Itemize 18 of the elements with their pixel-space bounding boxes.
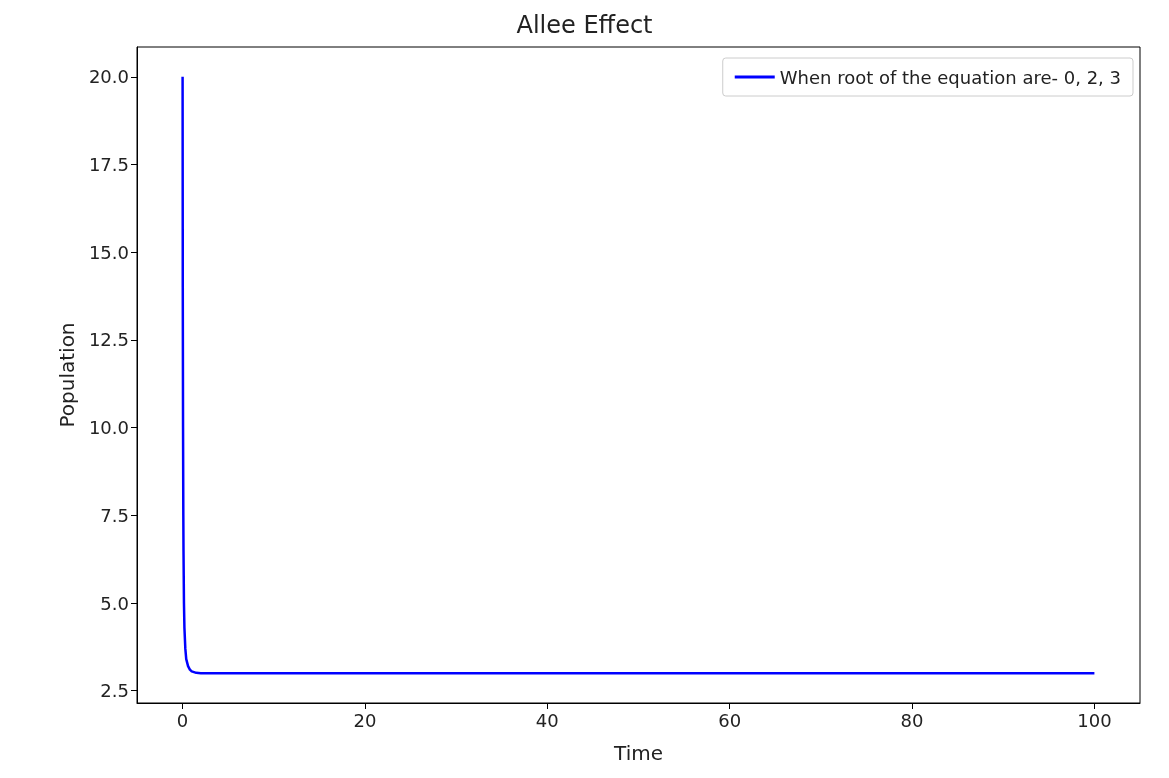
legend-label: When root of the equation are- 0, 2, 3 <box>779 66 1121 88</box>
y-tick-label: 17.5 <box>88 154 129 176</box>
y-tick-label: 12.5 <box>88 329 129 351</box>
y-tick-label: 15.0 <box>88 241 129 263</box>
chart-title: Allee Effect <box>516 11 653 39</box>
x-tick-label: 80 <box>900 709 924 731</box>
y-tick-label: 20.0 <box>88 66 129 88</box>
x-tick-label: 20 <box>353 709 377 731</box>
x-tick-label: 100 <box>1077 709 1112 731</box>
y-tick-label: 10.0 <box>88 417 129 439</box>
y-tick-label: 7.5 <box>100 504 129 526</box>
x-axis-title: Time <box>613 741 663 765</box>
y-axis-title: Population <box>55 322 79 428</box>
x-tick-label: 40 <box>535 709 559 731</box>
x-tick-label: 0 <box>176 709 189 731</box>
y-tick-label: 2.5 <box>100 680 129 702</box>
y-tick-label: 5.0 <box>100 592 129 614</box>
x-tick-label: 60 <box>718 709 742 731</box>
